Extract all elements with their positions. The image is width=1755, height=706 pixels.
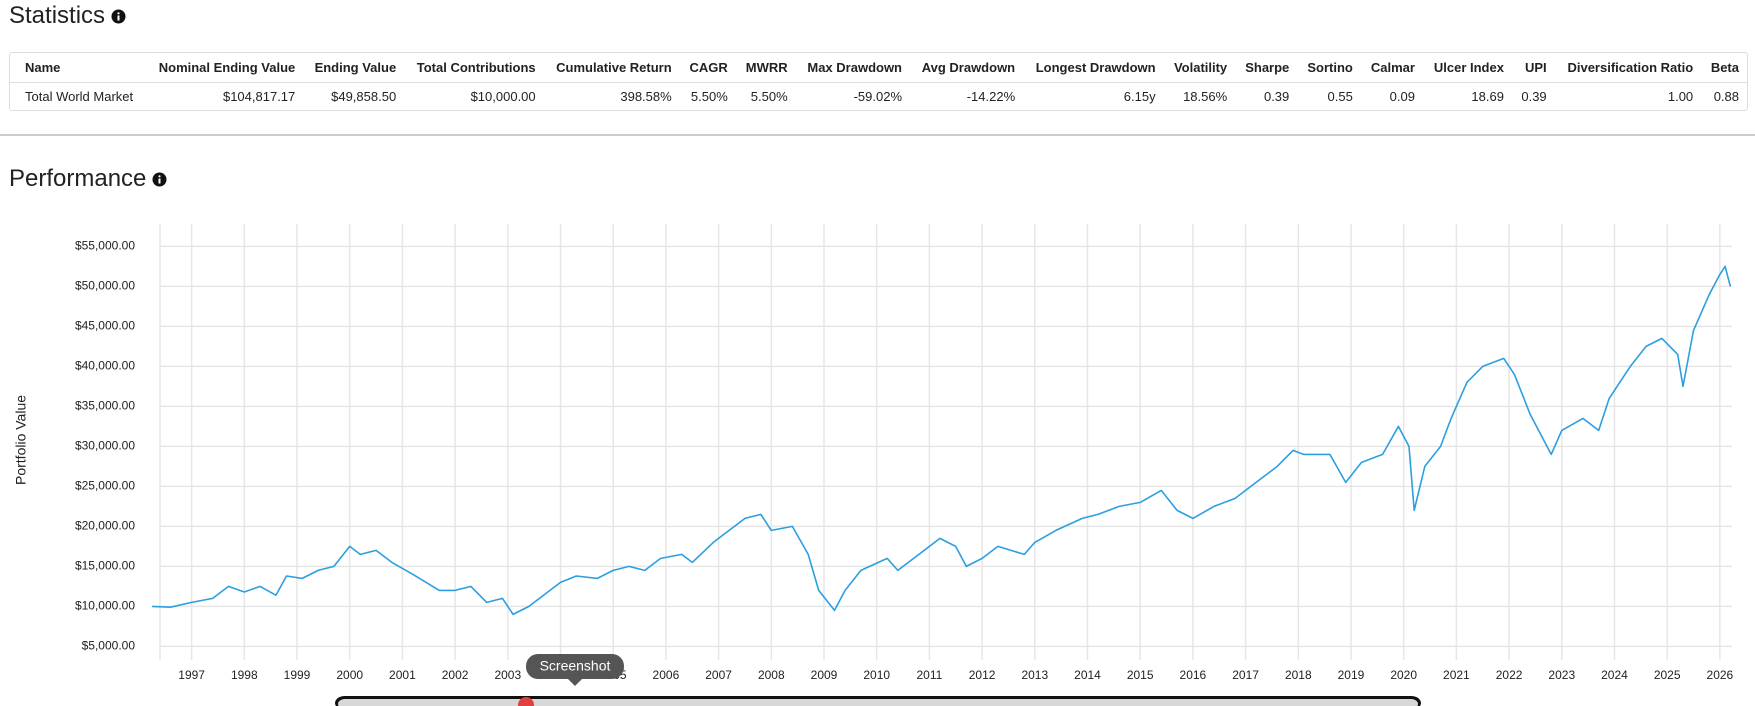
x-tick-label: 2014	[1074, 668, 1101, 682]
x-tick-label: 2025	[1654, 668, 1681, 682]
table-cell: 0.55	[1327, 89, 1353, 104]
y-tick-label: $40,000.00	[75, 359, 135, 373]
section-heading: Performance	[9, 165, 167, 193]
column-header: Sharpe	[1235, 53, 1298, 83]
table-cell: $49,858.50	[331, 89, 397, 104]
x-tick-label: 1997	[178, 668, 205, 682]
y-tick-label: $5,000.00	[82, 639, 136, 653]
table-cell: 5.50%	[750, 89, 788, 104]
column-header: Volatility	[1163, 53, 1236, 83]
table-row: Total World Market $104,817.17 $49,858.50 $…	[10, 83, 1747, 111]
x-tick-label: 2015	[1127, 668, 1154, 682]
window-button[interactable]	[518, 697, 534, 706]
table-cell: $104,817.17	[222, 89, 296, 104]
column-header: UPI	[1511, 53, 1555, 83]
y-tick-label: $20,000.00	[75, 519, 135, 533]
table-cell: 18.56%	[1183, 89, 1228, 104]
x-tick-label: 2009	[811, 668, 838, 682]
y-axis-title: Portfolio Value	[13, 395, 29, 485]
column-header: CAGR	[679, 53, 736, 83]
x-tick-label: 2022	[1496, 668, 1523, 682]
y-tick-label: $10,000.00	[75, 599, 135, 613]
x-tick-label: 2000	[336, 668, 363, 682]
tooltip-arrow	[568, 679, 582, 686]
x-tick-label: 2008	[758, 668, 785, 682]
column-header: Diversification Ratio	[1554, 53, 1702, 83]
column-header: Avg Drawdown	[910, 53, 1024, 83]
window-frame-inner	[338, 699, 1418, 706]
divider	[0, 134, 1755, 136]
x-tick-label: 2001	[389, 668, 416, 682]
table-cell: 18.69	[1471, 89, 1504, 104]
table-cell: Total World Market	[25, 89, 134, 104]
table-cell: -14.22%	[966, 89, 1016, 104]
y-tick-label: $50,000.00	[75, 279, 135, 293]
tooltip-text: Screenshot	[540, 658, 611, 674]
info-icon[interactable]	[152, 172, 167, 187]
performance-title: Performance	[9, 165, 147, 192]
x-tick-label: 2010	[863, 668, 890, 682]
column-header: Sortino	[1297, 53, 1361, 83]
y-tick-label: $30,000.00	[75, 439, 135, 453]
column-header: Total Contributions	[404, 53, 544, 83]
statistics-table: Name Nominal Ending Value Ending Value Tota…	[9, 52, 1748, 111]
x-tick-label: 2023	[1548, 668, 1575, 682]
column-header: Ulcer Index	[1422, 53, 1512, 83]
table-cell: 398.58%	[620, 89, 672, 104]
table-cell: 0.88	[1713, 89, 1739, 104]
x-tick-label: 2026	[1707, 668, 1734, 682]
x-tick-label: 2019	[1338, 668, 1365, 682]
column-header: Ending Value	[303, 53, 405, 83]
tooltip	[526, 654, 624, 679]
x-tick-label: 2016	[1180, 668, 1207, 682]
table-cell: 1.00	[1667, 89, 1694, 104]
line	[152, 265, 1732, 616]
y-tick-label: $45,000.00	[75, 319, 135, 333]
y-tick-label: $25,000.00	[75, 479, 135, 493]
column-header: Beta	[1701, 53, 1747, 83]
x-tick-label: 2013	[1021, 668, 1048, 682]
statistics-title: Statistics	[9, 2, 106, 29]
table-cell: 6.15y	[1123, 89, 1156, 104]
chart: $5,000.00 $10,000.00 $15,000.00 $20,000.00 $…	[13, 224, 1734, 706]
y-tick-label: $35,000.00	[75, 399, 135, 413]
column-header: Longest Drawdown	[1023, 53, 1164, 83]
x-tick-label: 1999	[284, 668, 311, 682]
x-tick-label: 2017	[1232, 668, 1259, 682]
table-cell: $10,000.00	[470, 89, 536, 104]
x-tick-label: 2024	[1601, 668, 1628, 682]
x-tick-label: 2007	[705, 668, 732, 682]
x-tick-label: 1998	[231, 668, 258, 682]
column-header: Max Drawdown	[795, 53, 910, 83]
column-header: Calmar	[1360, 53, 1423, 83]
table-cell: 5.50%	[690, 89, 728, 104]
x-tick-label: 2018	[1285, 668, 1312, 682]
y-tick-label: $15,000.00	[75, 559, 135, 573]
section-heading: Statistics	[9, 2, 126, 30]
table-cell: -59.02%	[853, 89, 902, 104]
table-cell: 0.39	[1263, 89, 1290, 104]
column-header: Name	[10, 53, 146, 83]
info-icon[interactable]	[111, 9, 126, 24]
x-tick-label: 2006	[653, 668, 680, 682]
x-tick-label: 2012	[969, 668, 996, 682]
x-tick-label: 2020	[1390, 668, 1417, 682]
column-header: Cumulative Return	[543, 53, 680, 83]
column-header: MWRR	[735, 53, 796, 83]
table-cell: 0.39	[1521, 89, 1547, 104]
x-tick-label: 2003	[494, 668, 521, 682]
table-cell: 0.09	[1389, 89, 1415, 104]
y-tick-label: $55,000.00	[75, 239, 135, 253]
x-tick-label: 2011	[916, 668, 942, 682]
x-tick-label: 2021	[1443, 668, 1470, 682]
column-header: Nominal Ending Value	[145, 53, 304, 83]
x-tick-label: 2002	[442, 668, 469, 682]
